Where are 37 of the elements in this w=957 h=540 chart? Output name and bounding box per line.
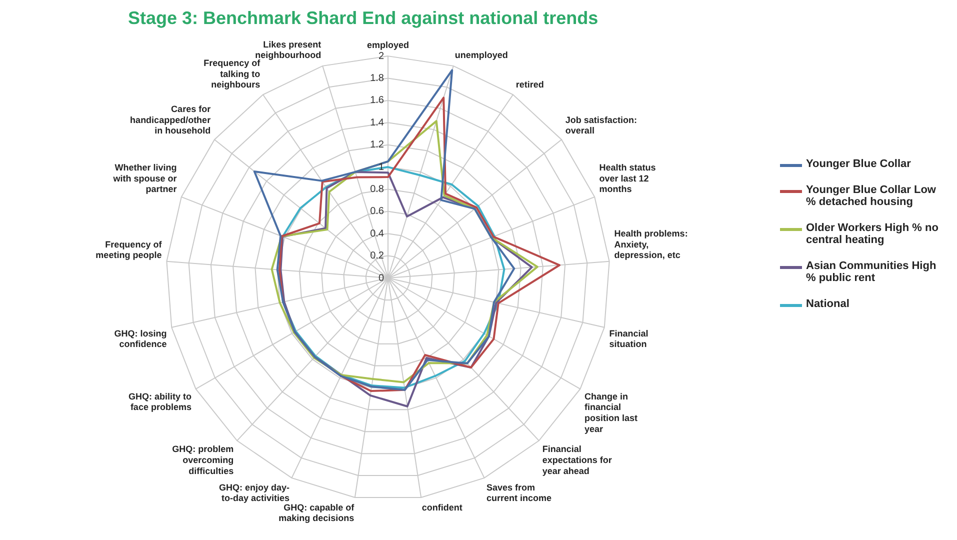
- legend-label: Younger Blue Collar Low % detached housing: [806, 184, 937, 208]
- chart-title: Stage 3: Benchmark Shard End against national trends: [128, 8, 598, 29]
- y-tick-label: 0.8: [370, 184, 384, 195]
- spoke-label: Saves from current income: [486, 482, 552, 504]
- spoke-label: Change in financial position last year: [584, 391, 638, 434]
- spoke-label: retired: [516, 80, 544, 90]
- y-tick-label: 0: [378, 272, 384, 284]
- y-tick-label: 0.6: [370, 206, 384, 218]
- spoke-label: Financial situation: [609, 328, 648, 350]
- spoke-label: Job satisfaction: overall: [565, 114, 637, 136]
- y-tick-label: 1.4: [370, 117, 384, 128]
- spoke-label: GHQ: capable of making decisions: [278, 502, 356, 524]
- y-tick-label: 1.2: [370, 140, 384, 151]
- y-tick-label: 2: [378, 50, 384, 62]
- spoke-label: Whether living with spouse or partner: [112, 162, 178, 194]
- spoke-label: GHQ: ability to face problems: [128, 391, 192, 412]
- spoke-label: GHQ: enjoy day-to-day activities: [219, 482, 290, 504]
- spoke-label: Likes present neighbourhood: [255, 39, 322, 60]
- spoke-label: Financial expectations for year ahead: [542, 444, 612, 476]
- y-tick-label: 0.4: [370, 228, 384, 240]
- spoke-label: GHQ: problem overcoming difficulties: [172, 444, 234, 476]
- y-tick-label: 1.8: [370, 73, 384, 84]
- spoke-label: Frequency of meeting people: [96, 239, 163, 260]
- spoke-label: employed: [366, 40, 410, 50]
- legend-label: Older Workers High % no central heating: [806, 222, 940, 246]
- legend-label: National: [806, 298, 850, 310]
- spoke-label: unemployed: [454, 50, 508, 60]
- spoke-label: Frequency of talking to neighbours: [204, 58, 262, 90]
- spoke-label: Health status over last 12 months: [599, 162, 656, 194]
- spoke-label: Cares for handicapped/other in household: [130, 104, 212, 136]
- y-tick-label: 0.2: [370, 250, 384, 262]
- spoke-label: GHQ: losing confidence: [114, 328, 167, 350]
- legend-label: Asian Communities High % public rent: [806, 260, 938, 284]
- y-tick-label: 1.6: [370, 95, 384, 106]
- spoke-label: confident: [422, 502, 462, 512]
- legend-label: Younger Blue Collar: [806, 158, 911, 170]
- spoke-label: Health problems: Anxiety, depression, etc: [614, 228, 688, 260]
